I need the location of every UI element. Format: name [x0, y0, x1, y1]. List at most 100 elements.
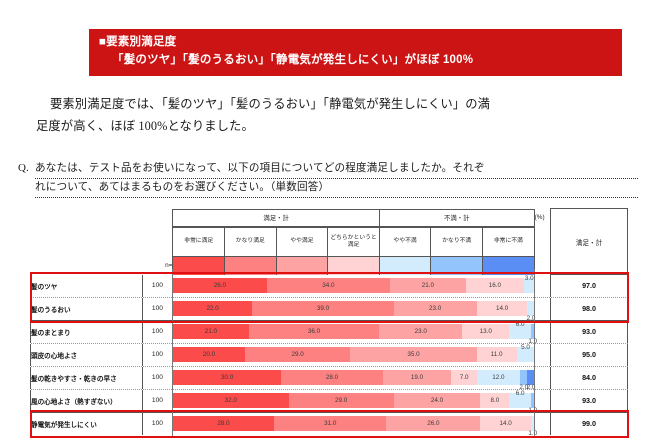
table-row: 髪のツヤ 100 26.0 34.0 21.0 16.0 3.0 97.0 — [30, 274, 628, 297]
stacked-bar-4: 20.0 29.0 35.0 11.0 5.0 — [172, 344, 535, 362]
stacked-bar-7: 28.0 31.0 26.0 14.0 1.0 — [172, 416, 537, 437]
bar-value-7-5: 1.0 — [528, 430, 538, 437]
bar-value-1-5: 3.0 — [524, 275, 534, 282]
table-row: 髪のまとまり 100 21.0 36.0 23.0 13.0 6.0 1.0 93.0 — [30, 320, 628, 345]
separator-line — [30, 411, 628, 413]
bar-value-6-2: 29.0 — [334, 397, 348, 404]
bar-value-5-2: 28.0 — [325, 374, 339, 381]
row-separator — [30, 319, 628, 321]
bar-value-5-3: 19.0 — [410, 374, 424, 381]
total-column-header: 満足・計 — [550, 208, 628, 275]
bar-value-3-2: 36.0 — [307, 328, 321, 335]
row-separator-cell — [30, 296, 628, 298]
bar-segment-5-2: 28.0 — [281, 370, 383, 385]
bar-value-3-1: 21.0 — [204, 328, 217, 335]
header-spacer-n — [142, 209, 172, 227]
bar-value-4-3: 35.0 — [407, 351, 420, 358]
bar-segment-1-2: 34.0 — [266, 278, 390, 293]
question-line-2: れについて、あてはまるものをお選びください。（単数回答） — [35, 179, 638, 199]
bar-segment-5-4: 7.0 — [451, 370, 477, 385]
bar-value-6-3: 24.0 — [430, 397, 444, 404]
legend-swatch-row: n= — [31, 256, 628, 275]
row-bar-4: 20.0 29.0 35.0 11.0 5.0 — [172, 344, 535, 366]
bar-segment-4-1: 20.0 — [172, 347, 246, 362]
bar-segment-4-3: 35.0 — [350, 347, 477, 362]
column-header-3: やや満足 — [275, 226, 329, 257]
bar-value-5-4: 7.0 — [459, 374, 469, 381]
table-row: 頭皮の心地よさ 100 20.0 29.0 35.0 11.0 5.0 95.0 — [30, 343, 628, 366]
row-n-5: 100 — [142, 366, 173, 389]
bar-segment-5-7: 2.0 — [527, 370, 535, 391]
row-bar-2: 22.0 39.0 23.0 14.0 2.0 — [172, 298, 535, 322]
bar-segment-6-4: 8.0 — [480, 393, 510, 408]
table-row: 髪の乾きやすさ・乾きの早さ 100 30.0 28.0 19.0 7.0 12.0 2.0 2.… — [30, 366, 628, 391]
bar-value-7-4: 14.0 — [499, 420, 512, 427]
bar-segment-6-3: 24.0 — [393, 393, 481, 408]
separator-line — [30, 296, 628, 298]
column-header-6: かなり不満 — [430, 226, 484, 257]
bar-value-2-4: 14.0 — [495, 305, 509, 312]
row-n-6: 100 — [142, 389, 173, 412]
row-spacer-pct-5 — [535, 367, 551, 389]
headline-line-1: ■要素別満足度 — [99, 36, 177, 48]
row-total-5: 84.0 — [550, 366, 628, 389]
row-total-4: 95.0 — [550, 343, 628, 366]
bar-segment-5-5: 12.0 — [476, 370, 521, 385]
row-separator — [30, 296, 628, 298]
stacked-bar-3: 21.0 36.0 23.0 13.0 6.0 1.0 — [172, 321, 537, 345]
bar-segment-1-3: 21.0 — [389, 278, 466, 293]
row-total-3: 93.0 — [550, 320, 628, 343]
bar-value-7-1: 28.0 — [217, 420, 230, 427]
row-separator-cell — [30, 388, 628, 390]
stacked-bar-5: 30.0 28.0 19.0 7.0 12.0 2.0 2.0 — [172, 370, 535, 391]
bar-segment-2-5: 2.0 — [527, 301, 535, 322]
bar-value-3-4: 13.0 — [479, 328, 492, 335]
bar-segment-2-2: 39.0 — [252, 301, 394, 316]
row-spacer-pct-1 — [535, 275, 551, 297]
summary-line-1: 要素別満足度では、「髪のツヤ」「髪のうるおい」「静電気が発生しにくい」の満 — [50, 97, 490, 111]
row-label-2: 髪のうるおい — [30, 297, 143, 320]
bar-segment-3-1: 21.0 — [172, 324, 249, 339]
headline-line-2: 「髪のツヤ」「髪のうるおい」「静電気が発生しにくい」がほぼ 100% — [112, 53, 474, 66]
bar-segment-6-5: 6.0 — [509, 390, 531, 408]
satisfaction-table: 満足・計 不満・計 (%) 満足・計 非常に満足 かなり満足 やや満足 どちらかというと満足や… — [30, 208, 628, 437]
table-header-groups: 満足・計 不満・計 (%) 満足・計 — [31, 208, 628, 275]
bar-segment-7-2: 31.0 — [274, 416, 387, 431]
row-separator — [30, 388, 628, 390]
bar-value-1-3: 21.0 — [421, 282, 435, 289]
row-separator-cell — [30, 319, 628, 321]
legend-swatch-3 — [275, 256, 329, 275]
row-separator-cell — [30, 411, 628, 413]
bar-segment-7-1: 28.0 — [172, 416, 275, 431]
bar-segment-6-1: 32.0 — [172, 393, 289, 408]
bar-segment-2-3: 23.0 — [393, 301, 477, 316]
group-header-host: 満足・計 不満・計 — [172, 208, 535, 227]
stacked-bar-6: 32.0 29.0 24.0 8.0 6.0 1.0 — [172, 390, 537, 414]
sub-header-host: 非常に満足 かなり満足 やや満足 どちらかというと満足 やや不満 かなり不満 非常に不満 — [172, 226, 535, 257]
question-line-1: あなたは、テスト品をお使いになって、以下の項目についてどの程度満足しましたか。そ… — [35, 160, 638, 180]
legend-swatch-6 — [430, 256, 484, 275]
separator-line — [30, 388, 628, 390]
row-bar-6: 32.0 29.0 24.0 8.0 6.0 1.0 — [172, 390, 537, 414]
row-separator — [30, 411, 628, 413]
bar-segment-2-1: 22.0 — [172, 301, 253, 316]
n-equals-label: n= — [165, 262, 173, 269]
row-label-6: 風の心地よさ（熱すぎない） — [30, 389, 143, 412]
row-n-1: 100 — [142, 274, 173, 297]
legend-swatch-7 — [482, 256, 535, 275]
group-header-2: 不満・計 — [378, 208, 535, 227]
bar-segment-7-3: 26.0 — [386, 416, 481, 431]
header-spacer-label-2 — [31, 227, 143, 257]
bar-value-2-5: 2.0 — [526, 315, 536, 322]
legend-swatch-1 — [172, 256, 225, 275]
row-separator — [30, 365, 628, 367]
question-block: Q. あなたは、テスト品をお使いになって、以下の項目についてどの程度満足しました… — [18, 160, 638, 199]
column-header-5: やや不満 — [378, 226, 432, 257]
bar-segment-6-2: 29.0 — [288, 393, 394, 408]
row-separator-cell — [30, 342, 628, 344]
bar-segment-3-2: 36.0 — [248, 324, 380, 339]
bar-value-3-3: 23.0 — [414, 328, 427, 335]
legend-swatch-4 — [327, 256, 380, 275]
bar-segment-2-4: 14.0 — [476, 301, 528, 316]
legend-swatch-2 — [224, 256, 277, 275]
